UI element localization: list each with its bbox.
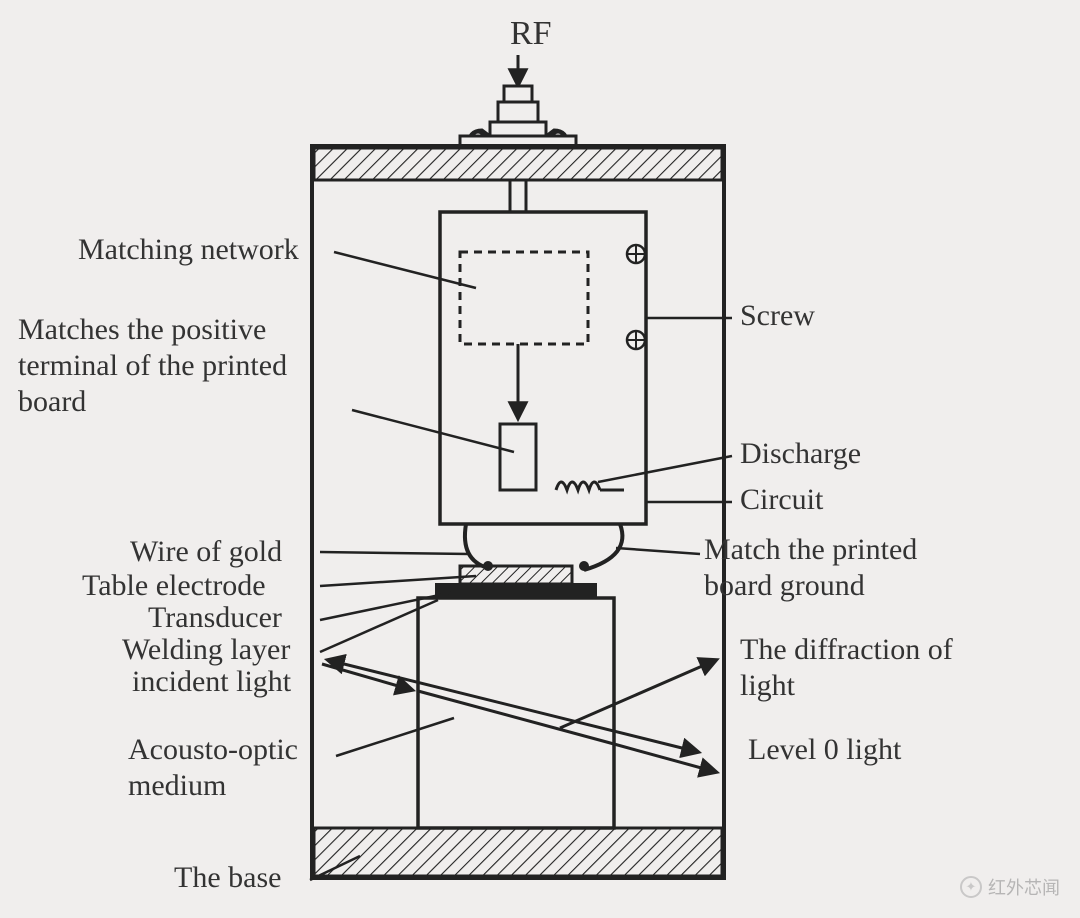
rf-connector [460, 86, 576, 148]
ao-medium [418, 598, 614, 828]
gold-wire-left [465, 524, 488, 568]
printed-board [440, 212, 646, 524]
label-base: The base [174, 860, 281, 896]
label-screw: Screw [740, 298, 815, 334]
bottom-base [314, 828, 722, 876]
label-weld: Welding layer [122, 632, 290, 668]
label-incident: incident light [132, 664, 291, 700]
label-wire-gold: Wire of gold [130, 534, 282, 570]
label-level0: Level 0 light [748, 732, 901, 768]
leader-goldwire [320, 552, 470, 554]
label-matching: Matching network [78, 232, 299, 268]
watermark-text: 红外芯闻 [988, 874, 1060, 900]
feedthrough [510, 180, 526, 212]
leader-ground [616, 548, 700, 554]
label-ground: Match the printed board ground [704, 532, 917, 604]
label-aomedium: Acousto-optic medium [128, 732, 298, 804]
label-pos-terminal: Matches the positive terminal of the pri… [18, 312, 287, 420]
screw-2 [627, 331, 645, 349]
label-transducer: Transducer [148, 600, 282, 636]
table-electrode [460, 566, 572, 584]
transducer-layer [436, 584, 596, 598]
label-rf: RF [510, 14, 552, 55]
label-table-electrode: Table electrode [82, 568, 266, 604]
level0-arrow [614, 744, 716, 772]
label-circuit: Circuit [740, 482, 823, 518]
screw-1 [627, 245, 645, 263]
positive-terminal [500, 424, 536, 490]
label-discharge: Discharge [740, 436, 861, 472]
label-diffraction: The diffraction of light [740, 632, 953, 704]
top-plate [314, 148, 722, 180]
wechat-icon: ✦ [960, 876, 982, 898]
watermark: ✦ 红外芯闻 [960, 874, 1060, 900]
